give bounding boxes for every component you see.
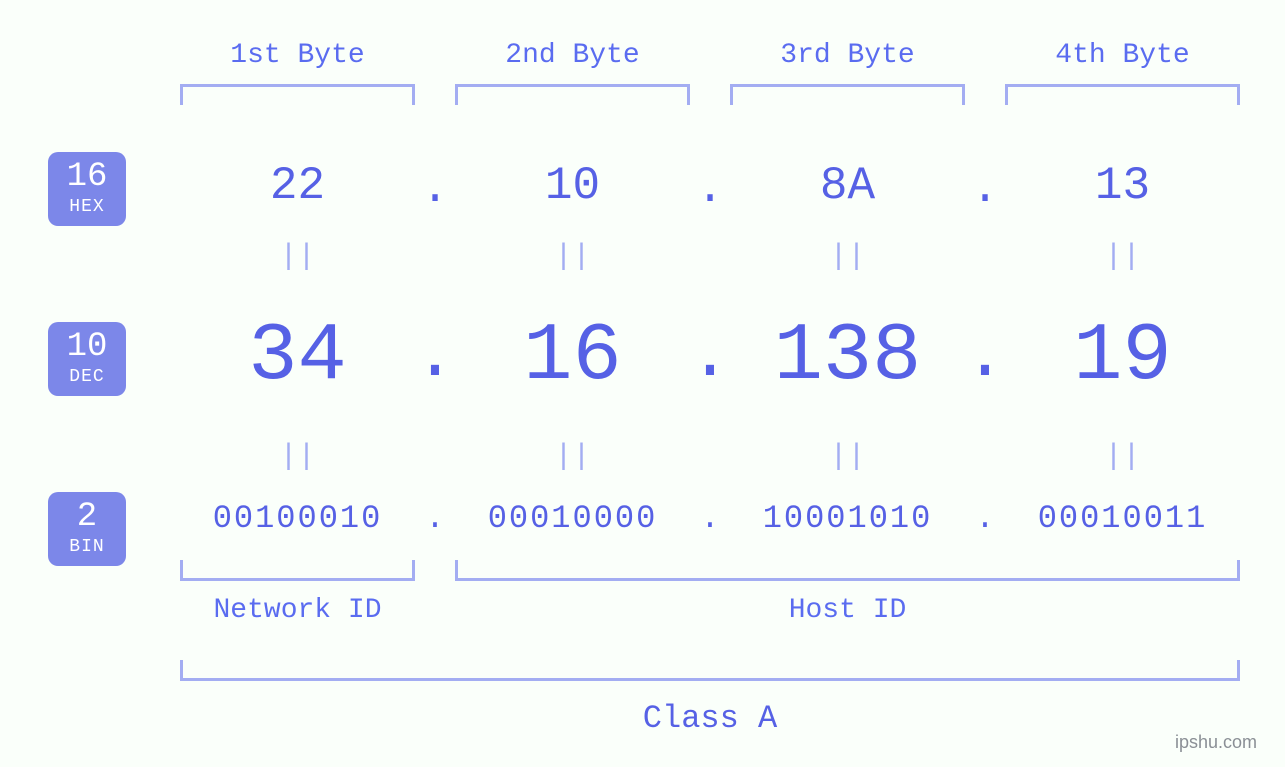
- eq-hex-dec-2: ||: [455, 240, 690, 274]
- badge-dec-num: 10: [48, 330, 126, 364]
- dot-hex-1: .: [421, 163, 449, 215]
- badge-bin: 2 BIN: [48, 492, 126, 566]
- badge-hex: 16 HEX: [48, 152, 126, 226]
- dot-hex-3: .: [971, 163, 999, 215]
- badge-bin-txt: BIN: [48, 538, 126, 556]
- dec-2: 16: [455, 310, 690, 403]
- byte-grid: 1st Byte 22 || 34 || 00100010 2nd Byte 1…: [180, 0, 1240, 767]
- byte-header-1: 1st Byte: [180, 40, 415, 71]
- dot-bin-1: .: [425, 500, 444, 537]
- eq-dec-bin-4: ||: [1005, 440, 1240, 474]
- byte-col-3: 3rd Byte 8A || 138 || 10001010: [730, 0, 965, 767]
- eq-dec-bin-2: ||: [455, 440, 690, 474]
- class-bracket: [180, 660, 1240, 681]
- eq-hex-dec-4: ||: [1005, 240, 1240, 274]
- bin-3: 10001010: [730, 500, 965, 537]
- hex-2: 10: [455, 160, 690, 212]
- eq-hex-dec-1: ||: [180, 240, 415, 274]
- byte-header-3: 3rd Byte: [730, 40, 965, 71]
- dot-dec-1: .: [414, 318, 456, 397]
- hex-1: 22: [180, 160, 415, 212]
- dec-4: 19: [1005, 310, 1240, 403]
- dot-dec-3: .: [964, 318, 1006, 397]
- dec-1: 34: [180, 310, 415, 403]
- dot-hex-2: .: [696, 163, 724, 215]
- host-id-bracket: [455, 560, 1240, 581]
- bin-2: 00010000: [455, 500, 690, 537]
- top-bracket-4: [1005, 84, 1240, 105]
- byte-header-4: 4th Byte: [1005, 40, 1240, 71]
- badge-hex-num: 16: [48, 160, 126, 194]
- byte-header-2: 2nd Byte: [455, 40, 690, 71]
- top-bracket-1: [180, 84, 415, 105]
- badge-dec: 10 DEC: [48, 322, 126, 396]
- dot-bin-2: .: [700, 500, 719, 537]
- dot-dec-2: .: [689, 318, 731, 397]
- byte-col-2: 2nd Byte 10 || 16 || 00010000: [455, 0, 690, 767]
- dot-bin-3: .: [975, 500, 994, 537]
- top-bracket-3: [730, 84, 965, 105]
- watermark: ipshu.com: [1175, 732, 1257, 753]
- badge-bin-num: 2: [48, 500, 126, 534]
- dec-3: 138: [730, 310, 965, 403]
- badge-hex-txt: HEX: [48, 198, 126, 216]
- host-id-label: Host ID: [455, 595, 1240, 626]
- network-id-bracket: [180, 560, 415, 581]
- byte-col-1: 1st Byte 22 || 34 || 00100010: [180, 0, 415, 767]
- hex-4: 13: [1005, 160, 1240, 212]
- class-label: Class A: [180, 700, 1240, 737]
- bin-4: 00010011: [1005, 500, 1240, 537]
- byte-col-4: 4th Byte 13 || 19 || 00010011: [1005, 0, 1240, 767]
- network-id-label: Network ID: [180, 595, 415, 626]
- hex-3: 8A: [730, 160, 965, 212]
- eq-hex-dec-3: ||: [730, 240, 965, 274]
- bin-1: 00100010: [180, 500, 415, 537]
- eq-dec-bin-1: ||: [180, 440, 415, 474]
- badge-dec-txt: DEC: [48, 368, 126, 386]
- eq-dec-bin-3: ||: [730, 440, 965, 474]
- top-bracket-2: [455, 84, 690, 105]
